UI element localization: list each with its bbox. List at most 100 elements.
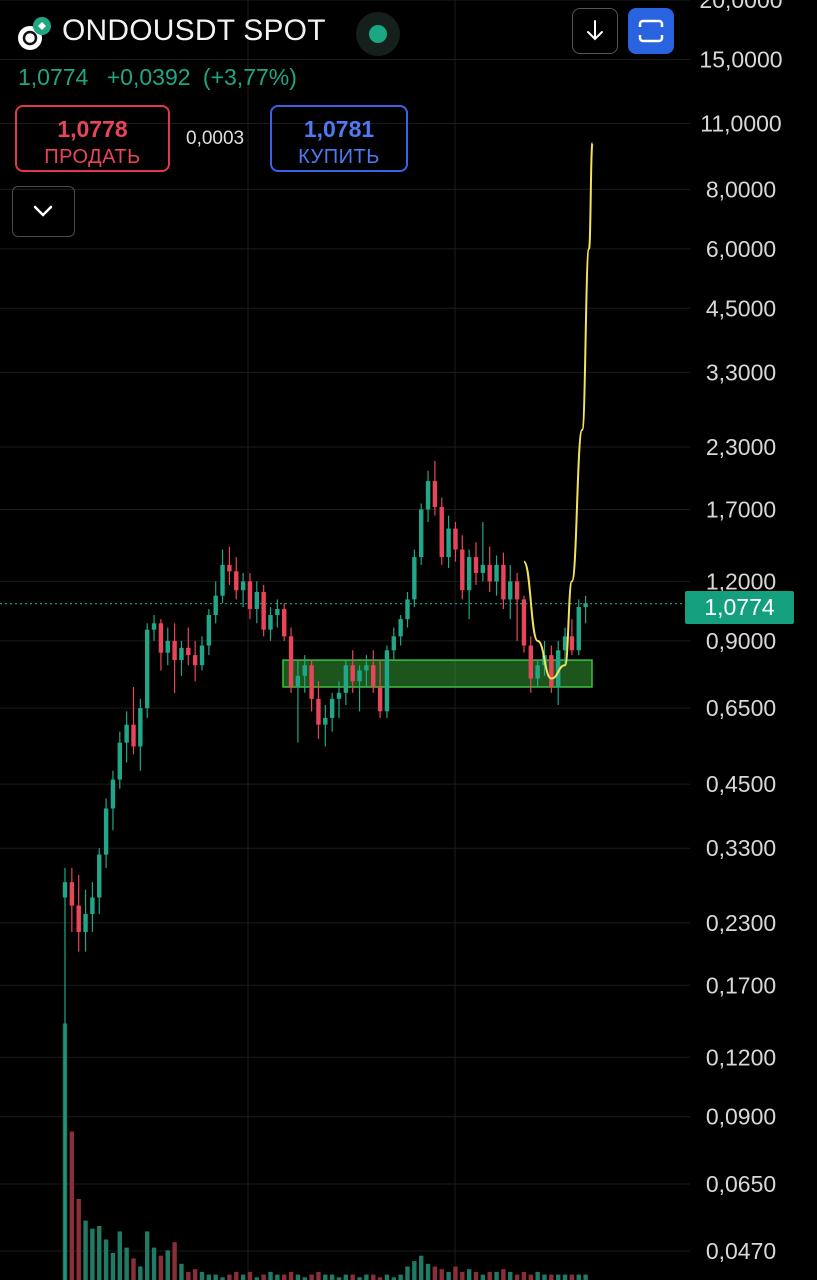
volume-bar bbox=[309, 1274, 314, 1280]
y-axis-label: 11,0000 bbox=[700, 111, 781, 137]
volume-bar bbox=[350, 1274, 355, 1280]
candle-body bbox=[282, 609, 287, 637]
volume-bar bbox=[549, 1274, 554, 1280]
candle-body bbox=[69, 882, 75, 906]
candle-body bbox=[329, 698, 335, 718]
volume-bar bbox=[446, 1271, 451, 1280]
candle-body bbox=[302, 665, 307, 676]
volume-bar bbox=[172, 1242, 177, 1280]
volume-bar bbox=[562, 1274, 568, 1280]
symbol-title[interactable]: ONDOUSDT SPOT bbox=[62, 14, 326, 47]
candle-body bbox=[419, 509, 424, 558]
sell-price: 1,0778 bbox=[57, 116, 128, 142]
volume-bar bbox=[158, 1255, 164, 1280]
collapse-button[interactable] bbox=[12, 186, 75, 237]
current-price-badge: 1,0774 bbox=[685, 591, 794, 624]
candle-body bbox=[165, 640, 170, 653]
candle-body bbox=[384, 650, 390, 712]
y-axis-label: 15,0000 bbox=[699, 46, 782, 72]
candle-body bbox=[514, 581, 520, 600]
y-axis-label: 0,0900 bbox=[706, 1104, 776, 1130]
candle-body bbox=[460, 549, 465, 591]
y-axis-label: 0,9000 bbox=[706, 628, 776, 654]
volume-bar bbox=[535, 1271, 540, 1280]
volume-bar bbox=[90, 1228, 95, 1280]
y-axis-label: 6,0000 bbox=[706, 236, 776, 262]
volume-bar bbox=[419, 1255, 424, 1280]
volume-bar bbox=[151, 1247, 157, 1280]
candle-body bbox=[364, 665, 369, 671]
candle-body bbox=[583, 603, 588, 608]
ondo-logo-icon bbox=[18, 17, 51, 50]
volume-bar bbox=[412, 1261, 417, 1280]
volume-bar bbox=[384, 1274, 390, 1280]
volume-bar bbox=[254, 1277, 259, 1280]
y-axis-label: 0,6500 bbox=[706, 695, 776, 721]
volume-bar bbox=[103, 1239, 109, 1280]
volume-bar bbox=[453, 1266, 458, 1280]
candle-body bbox=[179, 647, 184, 661]
volume-bar bbox=[220, 1277, 225, 1280]
candle-body bbox=[425, 481, 431, 510]
candle-body bbox=[549, 655, 554, 687]
volume-bar bbox=[206, 1274, 212, 1280]
candle-body bbox=[288, 636, 294, 687]
y-axis-label: 0,0470 bbox=[706, 1238, 776, 1264]
candle-body bbox=[76, 905, 81, 933]
volume-bar bbox=[240, 1274, 246, 1280]
sell-label: ПРОДАТЬ bbox=[44, 146, 141, 168]
candle-body bbox=[556, 650, 561, 687]
volume-bar bbox=[494, 1271, 499, 1280]
y-axis-label: 20,0000 bbox=[699, 0, 782, 13]
candle-body bbox=[336, 692, 342, 699]
volume-bar bbox=[282, 1274, 287, 1280]
candle-body bbox=[371, 665, 376, 687]
change-pct: (+3,77%) bbox=[202, 64, 297, 90]
volume-bar bbox=[117, 1231, 122, 1280]
candle-body bbox=[234, 571, 239, 591]
volume-bar bbox=[425, 1263, 431, 1280]
candle-body bbox=[466, 557, 472, 591]
volume-bar bbox=[275, 1274, 280, 1280]
candle-body bbox=[240, 581, 246, 591]
volume-bar bbox=[199, 1271, 205, 1280]
volume-bar bbox=[521, 1271, 527, 1280]
y-axis-label: 0,1700 bbox=[706, 972, 776, 998]
y-axis-label: 0,1200 bbox=[706, 1044, 776, 1070]
candle-body bbox=[192, 655, 198, 666]
volume-bar bbox=[343, 1274, 349, 1280]
volume-bar bbox=[391, 1277, 396, 1280]
volume-bar bbox=[514, 1274, 520, 1280]
candle-body bbox=[247, 581, 253, 610]
candle-body bbox=[405, 599, 410, 620]
candle-body bbox=[412, 557, 417, 600]
candle-body bbox=[473, 557, 479, 573]
volume-bar bbox=[508, 1271, 513, 1280]
candle-body bbox=[90, 897, 95, 915]
volume-bar bbox=[186, 1271, 191, 1280]
download-button[interactable] bbox=[572, 8, 618, 54]
volume-bar bbox=[542, 1274, 547, 1280]
change-abs: +0,0392 bbox=[106, 64, 191, 90]
volume-bar bbox=[473, 1271, 479, 1280]
candle-body bbox=[398, 619, 403, 637]
y-axis-label: 0,3300 bbox=[706, 835, 776, 861]
candle-body bbox=[151, 623, 157, 630]
volume-bar bbox=[295, 1274, 301, 1280]
volume-bar bbox=[69, 1131, 75, 1280]
volume-bar bbox=[288, 1271, 294, 1280]
volume-bar bbox=[357, 1277, 362, 1280]
buy-button[interactable]: 1,0781 КУПИТЬ bbox=[270, 105, 408, 172]
y-axis-label: 0,4500 bbox=[706, 771, 776, 797]
volume-bar bbox=[302, 1277, 307, 1280]
candle-body bbox=[145, 629, 150, 709]
fullscreen-button[interactable] bbox=[628, 8, 674, 54]
volume-bar bbox=[405, 1266, 410, 1280]
volume-bar bbox=[323, 1274, 328, 1280]
chevron-down-icon bbox=[33, 205, 53, 217]
sell-button[interactable]: 1,0778 ПРОДАТЬ bbox=[15, 105, 170, 172]
volume-bar bbox=[97, 1226, 102, 1280]
candle-body bbox=[138, 708, 143, 747]
volume-bar bbox=[213, 1274, 218, 1280]
